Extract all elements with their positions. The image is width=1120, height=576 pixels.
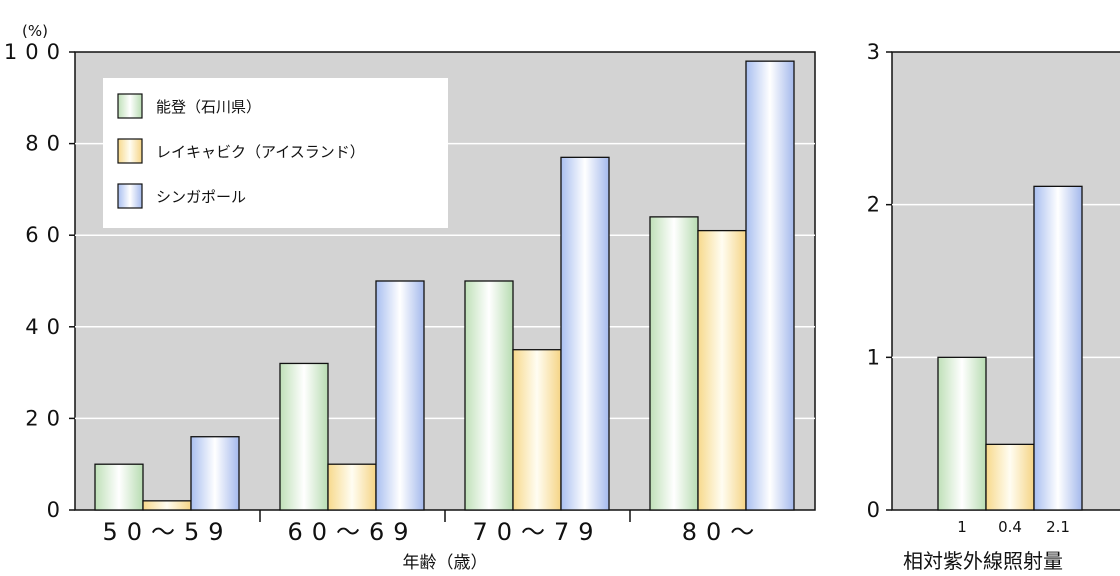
uv-y-tick-label: 1 [867, 345, 880, 369]
bar-noto [94, 463, 144, 511]
main-chart: 100 80 60 40 20 0 50～59 60～69 70～79 80～ (%) 年齢（歳… [4, 22, 816, 573]
main-y-tick-label: 20 [25, 406, 68, 430]
uv-y-tick-label: 3 [867, 40, 880, 64]
main-category-label: 50～59 [102, 518, 232, 546]
legend-label-reykjavik: レイキャビク（アイスランド） [156, 143, 365, 161]
bar-reykjavik [327, 463, 377, 511]
bar-reykjavik [142, 500, 192, 511]
uv-y-tick-label: 2 [867, 193, 880, 217]
bar-noto [464, 280, 514, 511]
main-y-tick-label: 60 [25, 223, 68, 247]
main-y-tick-labels: 100 80 60 40 20 0 [4, 40, 68, 522]
uv-bars [937, 185, 1083, 511]
uv-x-axis-label: 相対紫外線照射量 [903, 549, 1063, 573]
legend-label-noto: 能登（石川県） [156, 98, 261, 116]
main-unit-label: (%) [22, 22, 48, 40]
main-y-tick-label: 40 [25, 315, 68, 339]
bar-noto [279, 362, 329, 511]
main-y-tick-label: 0 [47, 498, 68, 522]
uv-chart: 3 2 1 0 1 0.4 2.1 相対紫外線照射量 [867, 40, 1120, 573]
uv-bar-label: 1 [957, 518, 967, 536]
bar-reykjavik [697, 229, 747, 511]
main-category-label: 70～79 [472, 518, 602, 546]
bar-reykjavik [512, 349, 562, 511]
bar-singapore [560, 156, 610, 511]
uv-bar-label: 2.1 [1046, 518, 1070, 536]
bar-singapore [375, 280, 425, 511]
uv-y-tick-labels: 3 2 1 0 [867, 40, 880, 522]
legend: 能登（石川県） レイキャビク（アイスランド） シンガポール [103, 78, 448, 228]
legend-swatch-reykjavik [117, 138, 143, 164]
main-y-tick-label: 100 [4, 40, 68, 64]
uv-bar [1033, 185, 1083, 511]
legend-label-singapore: シンガポール [156, 188, 246, 206]
uv-y-tick-label: 0 [867, 498, 880, 522]
uv-plot-area [891, 51, 1120, 511]
legend-box [103, 78, 448, 228]
bar-singapore [190, 436, 240, 511]
uv-bar-label: 0.4 [998, 518, 1022, 536]
uv-gridlines [886, 51, 1120, 511]
uv-bar [985, 443, 1035, 511]
main-x-axis-label: 年齢（歳） [403, 553, 488, 573]
main-category-labels: 50～59 60～69 70～79 80～ [102, 518, 764, 546]
legend-swatch-singapore [117, 183, 143, 209]
bar-noto [649, 216, 699, 511]
bar-singapore [745, 60, 795, 511]
legend-swatch-noto [117, 93, 143, 119]
main-category-label: 80～ [682, 518, 764, 546]
uv-bar [937, 356, 987, 511]
main-bars [94, 60, 795, 511]
main-category-label: 60～69 [287, 518, 417, 546]
main-y-tick-label: 80 [25, 132, 68, 156]
uv-bar-value-labels: 1 0.4 2.1 [957, 518, 1070, 536]
